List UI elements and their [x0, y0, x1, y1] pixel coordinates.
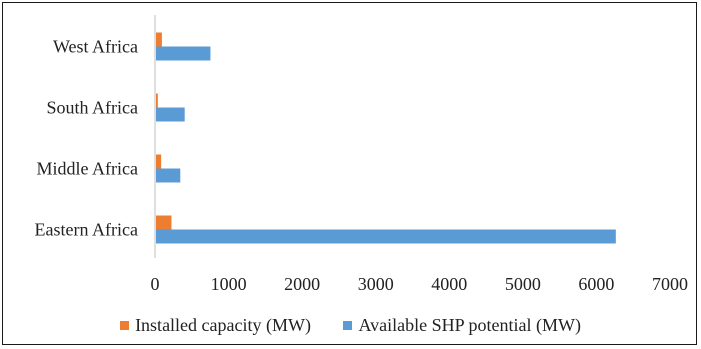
category-label: Eastern Africa — [35, 220, 138, 240]
x-tick-label: 4000 — [431, 274, 467, 294]
bar-available-potential — [156, 107, 185, 122]
legend-swatch-potential — [343, 321, 353, 330]
category-label: West Africa — [53, 37, 138, 57]
legend-item-installed: Installed capacity (MW) — [120, 315, 311, 336]
bar-installed-capacity — [156, 215, 172, 230]
bar-available-potential — [156, 46, 211, 61]
bar-available-potential — [156, 229, 616, 244]
x-tick-label: 6000 — [578, 274, 614, 294]
legend-item-potential: Available SHP potential (MW) — [343, 315, 581, 336]
legend-label-potential: Available SHP potential (MW) — [358, 315, 581, 335]
bar-installed-capacity — [156, 154, 162, 169]
x-tick-label: 2000 — [284, 274, 320, 294]
x-tick-label: 1000 — [211, 274, 247, 294]
category-label: Middle Africa — [37, 159, 138, 179]
x-tick-label: 0 — [151, 274, 160, 294]
x-tick-label: 7000 — [652, 274, 688, 294]
bar-installed-capacity — [156, 93, 158, 108]
legend-label-installed: Installed capacity (MW) — [135, 315, 311, 335]
x-tick-label: 3000 — [358, 274, 394, 294]
chart-frame — [2, 2, 697, 345]
legend-swatch-installed — [120, 321, 130, 330]
category-label: South Africa — [47, 98, 139, 118]
bar-available-potential — [156, 168, 181, 183]
legend: Installed capacity (MW) Available SHP po… — [0, 315, 701, 336]
bar-installed-capacity — [156, 32, 162, 47]
x-tick-label: 5000 — [505, 274, 541, 294]
